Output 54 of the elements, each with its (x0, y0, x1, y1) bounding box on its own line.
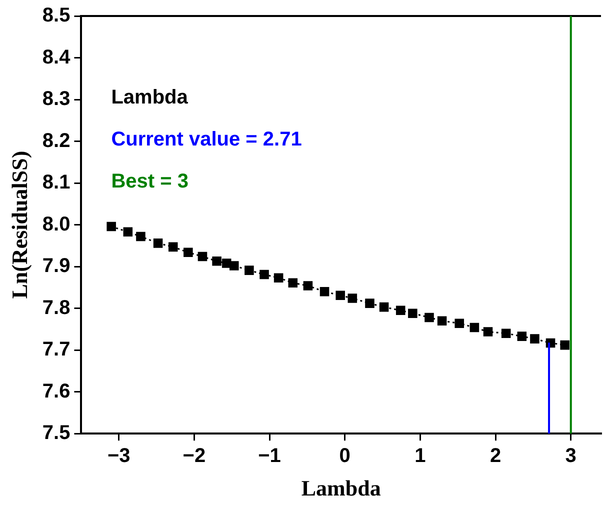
point (184, 248, 193, 257)
y-axis-title: Ln(ResidualSS) (6, 150, 32, 299)
y-tick-label: 7.6 (42, 380, 70, 402)
y-tick-label: 8.0 (42, 213, 70, 236)
point (470, 322, 480, 332)
point (517, 332, 527, 341)
point (560, 340, 570, 350)
point (123, 227, 133, 237)
annotation: Lambda (111, 86, 189, 109)
point (260, 270, 269, 280)
x-axis-title: Lambda (301, 475, 381, 500)
point (336, 290, 345, 300)
point (153, 238, 163, 248)
point (303, 281, 313, 290)
point (379, 302, 389, 312)
x-tick-label: −2 (182, 445, 206, 468)
x-tick-label: 2 (490, 445, 502, 468)
y-tick-label: 8.3 (42, 88, 70, 110)
y-tick-label: 7.7 (42, 338, 70, 361)
point (244, 266, 254, 275)
point (320, 286, 330, 296)
x-tick-label: 1 (414, 445, 426, 468)
ref-line-label: Current value = 2.71 (111, 128, 302, 151)
point (501, 328, 511, 338)
x-tick-label: −1 (258, 445, 281, 468)
point (530, 334, 540, 344)
y-tick-label: 8.2 (42, 130, 70, 152)
x-tick-label: 0 (339, 445, 350, 468)
point (365, 298, 374, 308)
point (212, 256, 222, 266)
point (454, 318, 464, 328)
y-tick-label: 8.5 (42, 4, 70, 27)
point (424, 312, 434, 322)
y-tick-label: 7.5 (42, 422, 70, 444)
y-tick-label: 7.9 (42, 255, 70, 278)
point (106, 222, 116, 232)
point (274, 273, 284, 282)
point (136, 232, 146, 242)
point (168, 242, 178, 252)
point (222, 258, 232, 268)
point (437, 316, 447, 326)
point (288, 278, 298, 288)
point (483, 327, 493, 336)
y-tick-label: 8.4 (42, 46, 72, 68)
ref-line-label: Best = 3 (111, 170, 188, 193)
point (229, 261, 239, 270)
point (408, 308, 418, 318)
y-tick-label: 7.8 (42, 296, 70, 319)
x-tick-label: 3 (565, 445, 576, 468)
x-tick-label: −3 (107, 445, 130, 468)
y-tick-label: 8.1 (42, 172, 70, 194)
point (396, 306, 406, 316)
point (348, 294, 358, 303)
point (198, 252, 208, 262)
